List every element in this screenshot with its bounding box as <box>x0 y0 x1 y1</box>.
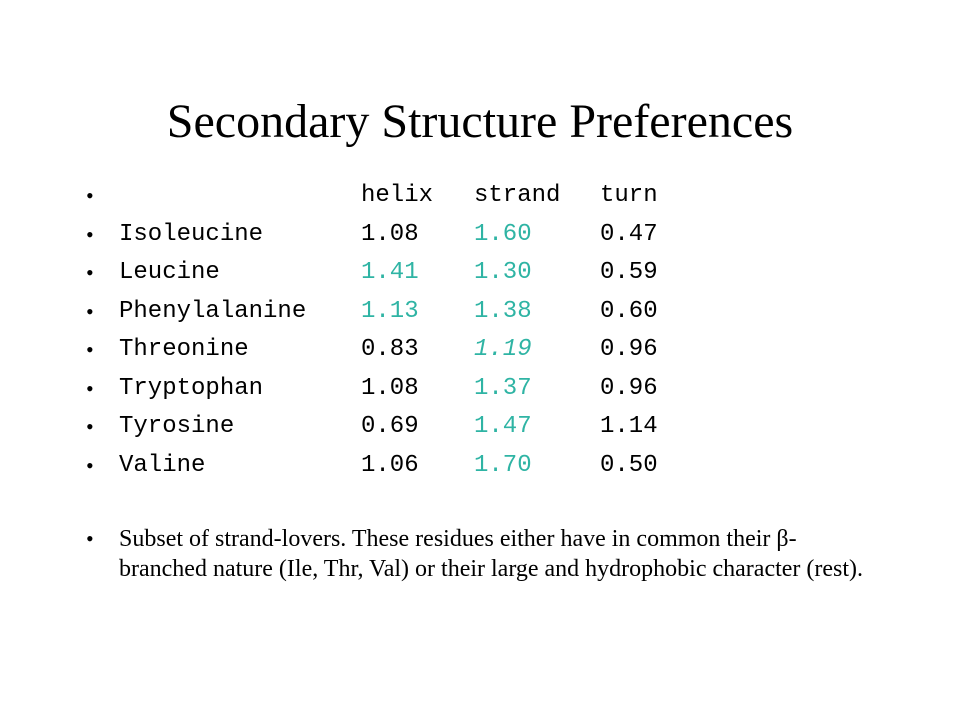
helix-value: 1.08 <box>361 374 419 402</box>
helix-value: 1.08 <box>361 220 419 248</box>
residue-name: Valine <box>119 451 206 479</box>
bullet: • <box>86 337 94 362</box>
strand-value: 1.47 <box>474 413 532 440</box>
slide-title: Secondary Structure Preferences <box>166 95 794 148</box>
bullet: • <box>86 298 94 324</box>
table-row: • Valine 1.06 1.70 0.50 <box>86 447 786 486</box>
note-text: Subset of strand-lovers. These residues … <box>119 526 864 582</box>
bullet: • <box>86 221 94 247</box>
table-row: • Tyrosine 0.69 1.47 1.14 <box>86 408 786 447</box>
table-row: • Tryptophan 1.08 1.37 0.96 <box>86 370 786 409</box>
helix-value: 0.69 <box>361 413 419 440</box>
table-row: • Phenylalanine 1.13 1.38 0.60 <box>86 293 786 332</box>
helix-value: 1.06 <box>361 451 419 479</box>
header-helix: helix <box>361 182 434 209</box>
residue-name: Tyrosine <box>119 413 235 440</box>
preferences-table: • helix strand turn • Isoleucine 1.08 1.… <box>86 177 786 485</box>
turn-value: 0.59 <box>600 259 658 286</box>
residue-name: Threonine <box>119 336 249 363</box>
strand-value: 1.37 <box>474 374 532 402</box>
bullet: • <box>86 452 94 478</box>
note-paragraph: • Subset of strand-lovers. These residue… <box>86 524 866 584</box>
helix-value: 1.41 <box>361 259 419 286</box>
turn-value: 0.50 <box>600 451 658 479</box>
header-strand: strand <box>474 182 561 209</box>
residue-name: Tryptophan <box>119 374 264 402</box>
table-row: • Leucine 1.41 1.30 0.59 <box>86 254 786 293</box>
strand-value: 1.19 <box>474 336 532 363</box>
helix-value: 0.83 <box>361 336 419 363</box>
bullet: • <box>86 526 94 551</box>
table-header-row: • helix strand turn <box>86 177 786 216</box>
bullet: • <box>86 414 94 439</box>
strand-value: 1.60 <box>474 220 532 248</box>
turn-value: 0.47 <box>600 220 658 248</box>
strand-value: 1.30 <box>474 259 532 286</box>
table-row: • Threonine 0.83 1.19 0.96 <box>86 331 786 370</box>
helix-value: 1.13 <box>361 297 419 325</box>
turn-value: 0.96 <box>600 336 658 363</box>
strand-value: 1.70 <box>474 451 532 479</box>
bullet: • <box>86 260 94 285</box>
residue-name: Leucine <box>119 259 220 286</box>
turn-value: 0.60 <box>600 297 658 325</box>
bullet: • <box>86 183 94 208</box>
table-row: • Isoleucine 1.08 1.60 0.47 <box>86 216 786 255</box>
residue-name: Phenylalanine <box>119 297 307 325</box>
residue-name: Isoleucine <box>119 220 264 248</box>
bullet: • <box>86 375 94 401</box>
turn-value: 0.96 <box>600 374 658 402</box>
header-turn: turn <box>600 182 658 209</box>
strand-value: 1.38 <box>474 297 532 325</box>
turn-value: 1.14 <box>600 413 658 440</box>
